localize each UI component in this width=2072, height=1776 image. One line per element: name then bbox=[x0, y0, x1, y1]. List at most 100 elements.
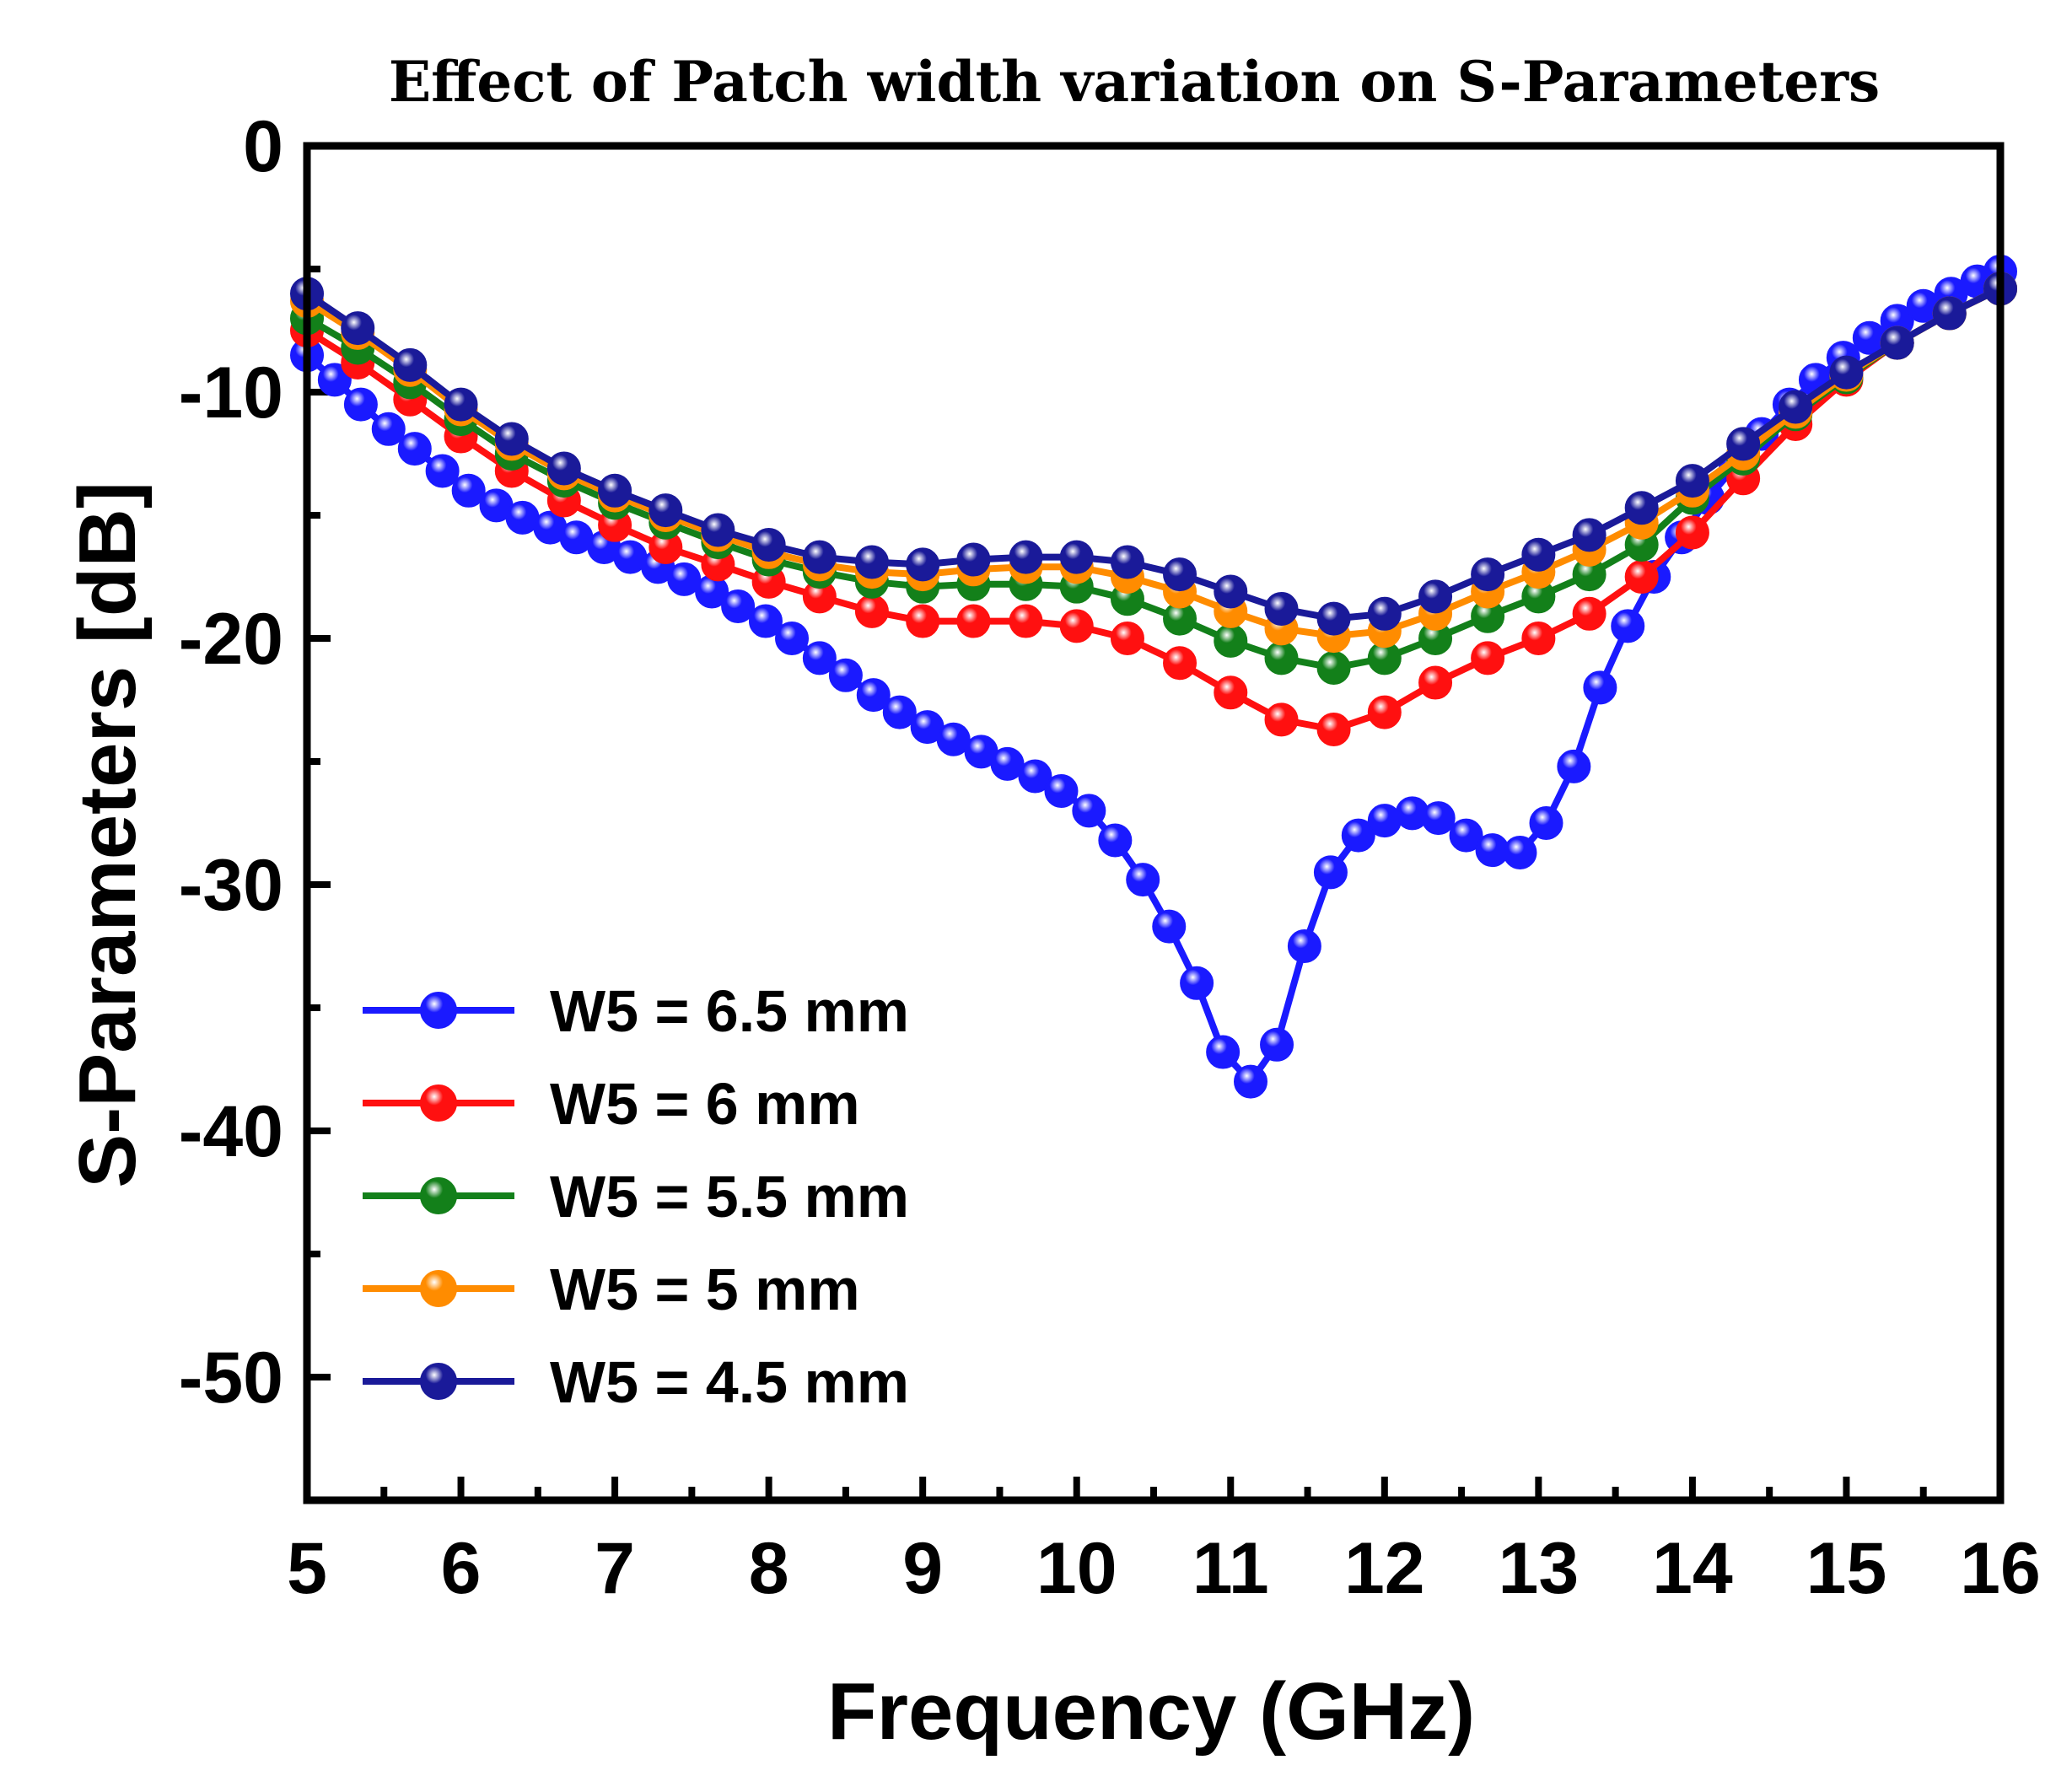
legend-label: W5 = 6.5 mm bbox=[550, 978, 909, 1044]
data-point bbox=[721, 589, 756, 624]
data-point bbox=[1503, 836, 1537, 870]
chart-title: Effect of Patch width variation on S-Par… bbox=[389, 49, 1880, 115]
series-w5-6.5-mm bbox=[290, 254, 2017, 1099]
data-point bbox=[1675, 515, 1709, 550]
legend-label: W5 = 5.5 mm bbox=[550, 1164, 909, 1230]
legend-entry: W5 = 5.5 mm bbox=[363, 1164, 909, 1230]
data-point bbox=[1264, 702, 1299, 737]
legend-entry: W5 = 6.5 mm bbox=[363, 978, 909, 1044]
x-tick-label: 14 bbox=[1652, 1528, 1733, 1609]
x-tick-label: 15 bbox=[1806, 1528, 1887, 1609]
data-point bbox=[1529, 806, 1563, 840]
data-point bbox=[1521, 537, 1556, 572]
data-point bbox=[1367, 804, 1402, 838]
series-w5-4.5-mm bbox=[290, 272, 2017, 636]
data-point bbox=[1206, 1035, 1241, 1069]
data-point bbox=[1260, 1027, 1294, 1062]
x-tick-label: 11 bbox=[1192, 1528, 1269, 1609]
data-point bbox=[1214, 623, 1248, 658]
data-point bbox=[1098, 823, 1133, 858]
x-tick-label: 8 bbox=[749, 1528, 789, 1609]
y-tick-label: -10 bbox=[179, 353, 283, 433]
data-point bbox=[1471, 641, 1505, 675]
data-point bbox=[956, 542, 991, 577]
data-point bbox=[1471, 557, 1505, 592]
legend-label: W5 = 4.5 mm bbox=[550, 1349, 909, 1415]
data-point bbox=[990, 746, 1025, 781]
data-point bbox=[775, 622, 810, 655]
data-point bbox=[393, 347, 428, 382]
y-tick-label: -50 bbox=[179, 1337, 283, 1418]
data-point bbox=[1316, 651, 1351, 686]
data-point bbox=[1163, 557, 1197, 592]
data-point bbox=[1059, 540, 1094, 574]
data-point bbox=[667, 562, 702, 596]
y-axis-label: S-Parameters [dB] bbox=[62, 482, 153, 1188]
data-point bbox=[1829, 355, 1864, 390]
data-point bbox=[854, 545, 889, 579]
data-point bbox=[1449, 818, 1483, 853]
data-point bbox=[1316, 713, 1351, 747]
data-point bbox=[1611, 609, 1645, 643]
series-line bbox=[304, 285, 2002, 733]
data-point bbox=[1316, 601, 1351, 636]
x-tick-label: 16 bbox=[1960, 1528, 2041, 1609]
x-tick-label: 7 bbox=[595, 1528, 635, 1609]
data-point bbox=[1110, 622, 1144, 655]
data-point bbox=[494, 422, 529, 456]
series-line bbox=[304, 268, 2002, 1085]
data-point bbox=[1009, 540, 1043, 574]
data-point bbox=[1675, 464, 1709, 498]
data-point bbox=[1624, 491, 1659, 525]
y-tick-labels: 0 -10 -20 -30 -40 -50 bbox=[179, 106, 283, 1418]
data-point bbox=[1572, 596, 1606, 631]
legend-label: W5 = 6 mm bbox=[550, 1071, 860, 1137]
data-point bbox=[1557, 749, 1591, 783]
data-point bbox=[751, 528, 786, 562]
data-point bbox=[1009, 604, 1043, 638]
data-point bbox=[397, 432, 432, 466]
legend-entry: W5 = 5 mm bbox=[363, 1257, 860, 1322]
data-point bbox=[649, 493, 683, 528]
series-line bbox=[304, 285, 2002, 640]
data-point bbox=[444, 387, 478, 422]
legend-label: W5 = 5 mm bbox=[550, 1257, 860, 1322]
data-point bbox=[317, 363, 352, 397]
data-point bbox=[1880, 326, 1914, 360]
data-point bbox=[1264, 591, 1299, 626]
data-point bbox=[1521, 622, 1556, 655]
data-point bbox=[936, 722, 971, 756]
data-point bbox=[1018, 759, 1052, 794]
data-point bbox=[1418, 579, 1453, 614]
data-point bbox=[882, 695, 917, 729]
data-point bbox=[1059, 609, 1094, 643]
data-point bbox=[1779, 390, 1813, 424]
data-point bbox=[906, 604, 940, 638]
x-tick-label: 5 bbox=[287, 1528, 327, 1609]
y-tick-label: -20 bbox=[179, 599, 283, 680]
legend-marker bbox=[420, 1177, 457, 1214]
data-point bbox=[1572, 518, 1606, 552]
x-tick-label: 12 bbox=[1344, 1528, 1425, 1609]
data-point bbox=[1341, 818, 1375, 853]
data-point bbox=[1163, 646, 1197, 681]
data-point bbox=[1583, 670, 1617, 705]
series-line bbox=[304, 285, 2002, 671]
series-w5-6-mm bbox=[290, 272, 2017, 747]
data-point bbox=[956, 604, 991, 638]
data-point bbox=[802, 540, 837, 574]
y-tick-label: -30 bbox=[179, 845, 283, 926]
data-point bbox=[1214, 675, 1248, 710]
data-point bbox=[1421, 801, 1456, 836]
legend: W5 = 6.5 mm W5 = 6 mm W5 = 5.5 mm W5 = 5 mm… bbox=[363, 978, 909, 1415]
legend-entry: W5 = 6 mm bbox=[363, 1071, 860, 1137]
y-tick-label: 0 bbox=[243, 106, 283, 187]
x-tick-label: 9 bbox=[902, 1528, 943, 1609]
data-point bbox=[371, 412, 406, 446]
x-tick-label: 13 bbox=[1499, 1528, 1580, 1609]
data-point bbox=[1287, 929, 1321, 963]
data-point bbox=[1418, 665, 1453, 700]
data-point bbox=[1214, 574, 1248, 609]
x-axis-label: Frequency (GHz) bbox=[827, 1666, 1475, 1757]
data-point bbox=[748, 604, 783, 638]
